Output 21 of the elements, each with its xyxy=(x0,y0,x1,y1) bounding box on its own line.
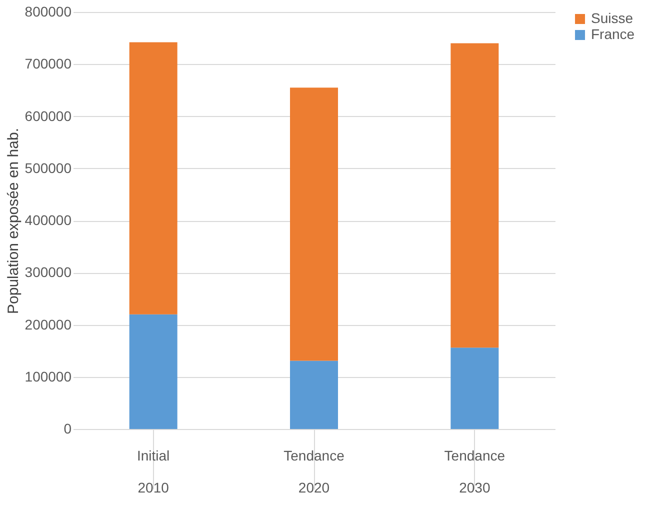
legend-label: Suisse xyxy=(591,10,634,26)
y-tick-label: 300000 xyxy=(24,264,72,280)
bar xyxy=(290,88,338,361)
y-tick-label: 600000 xyxy=(24,108,72,124)
bar xyxy=(450,348,499,429)
y-tick-label: 700000 xyxy=(24,56,72,72)
y-tick-label: 500000 xyxy=(24,160,72,176)
bar xyxy=(290,360,338,429)
legend-label: France xyxy=(591,26,635,42)
y-tick-label: 100000 xyxy=(24,368,72,384)
x-tick-label: Initial 2010 xyxy=(136,448,170,496)
bar xyxy=(450,43,499,348)
y-tick-label: 0 xyxy=(64,420,72,436)
y-tick-label: 200000 xyxy=(24,316,72,332)
x-tick-label: Tendance 2030 xyxy=(444,448,506,496)
bar xyxy=(129,42,178,314)
x-tick-label: Tendance 2020 xyxy=(284,448,345,496)
y-tick-label: 800000 xyxy=(24,4,72,20)
y-axis-title: Population exposée en hab. xyxy=(4,128,22,314)
bar xyxy=(129,314,178,429)
y-tick-label: 400000 xyxy=(24,212,72,228)
